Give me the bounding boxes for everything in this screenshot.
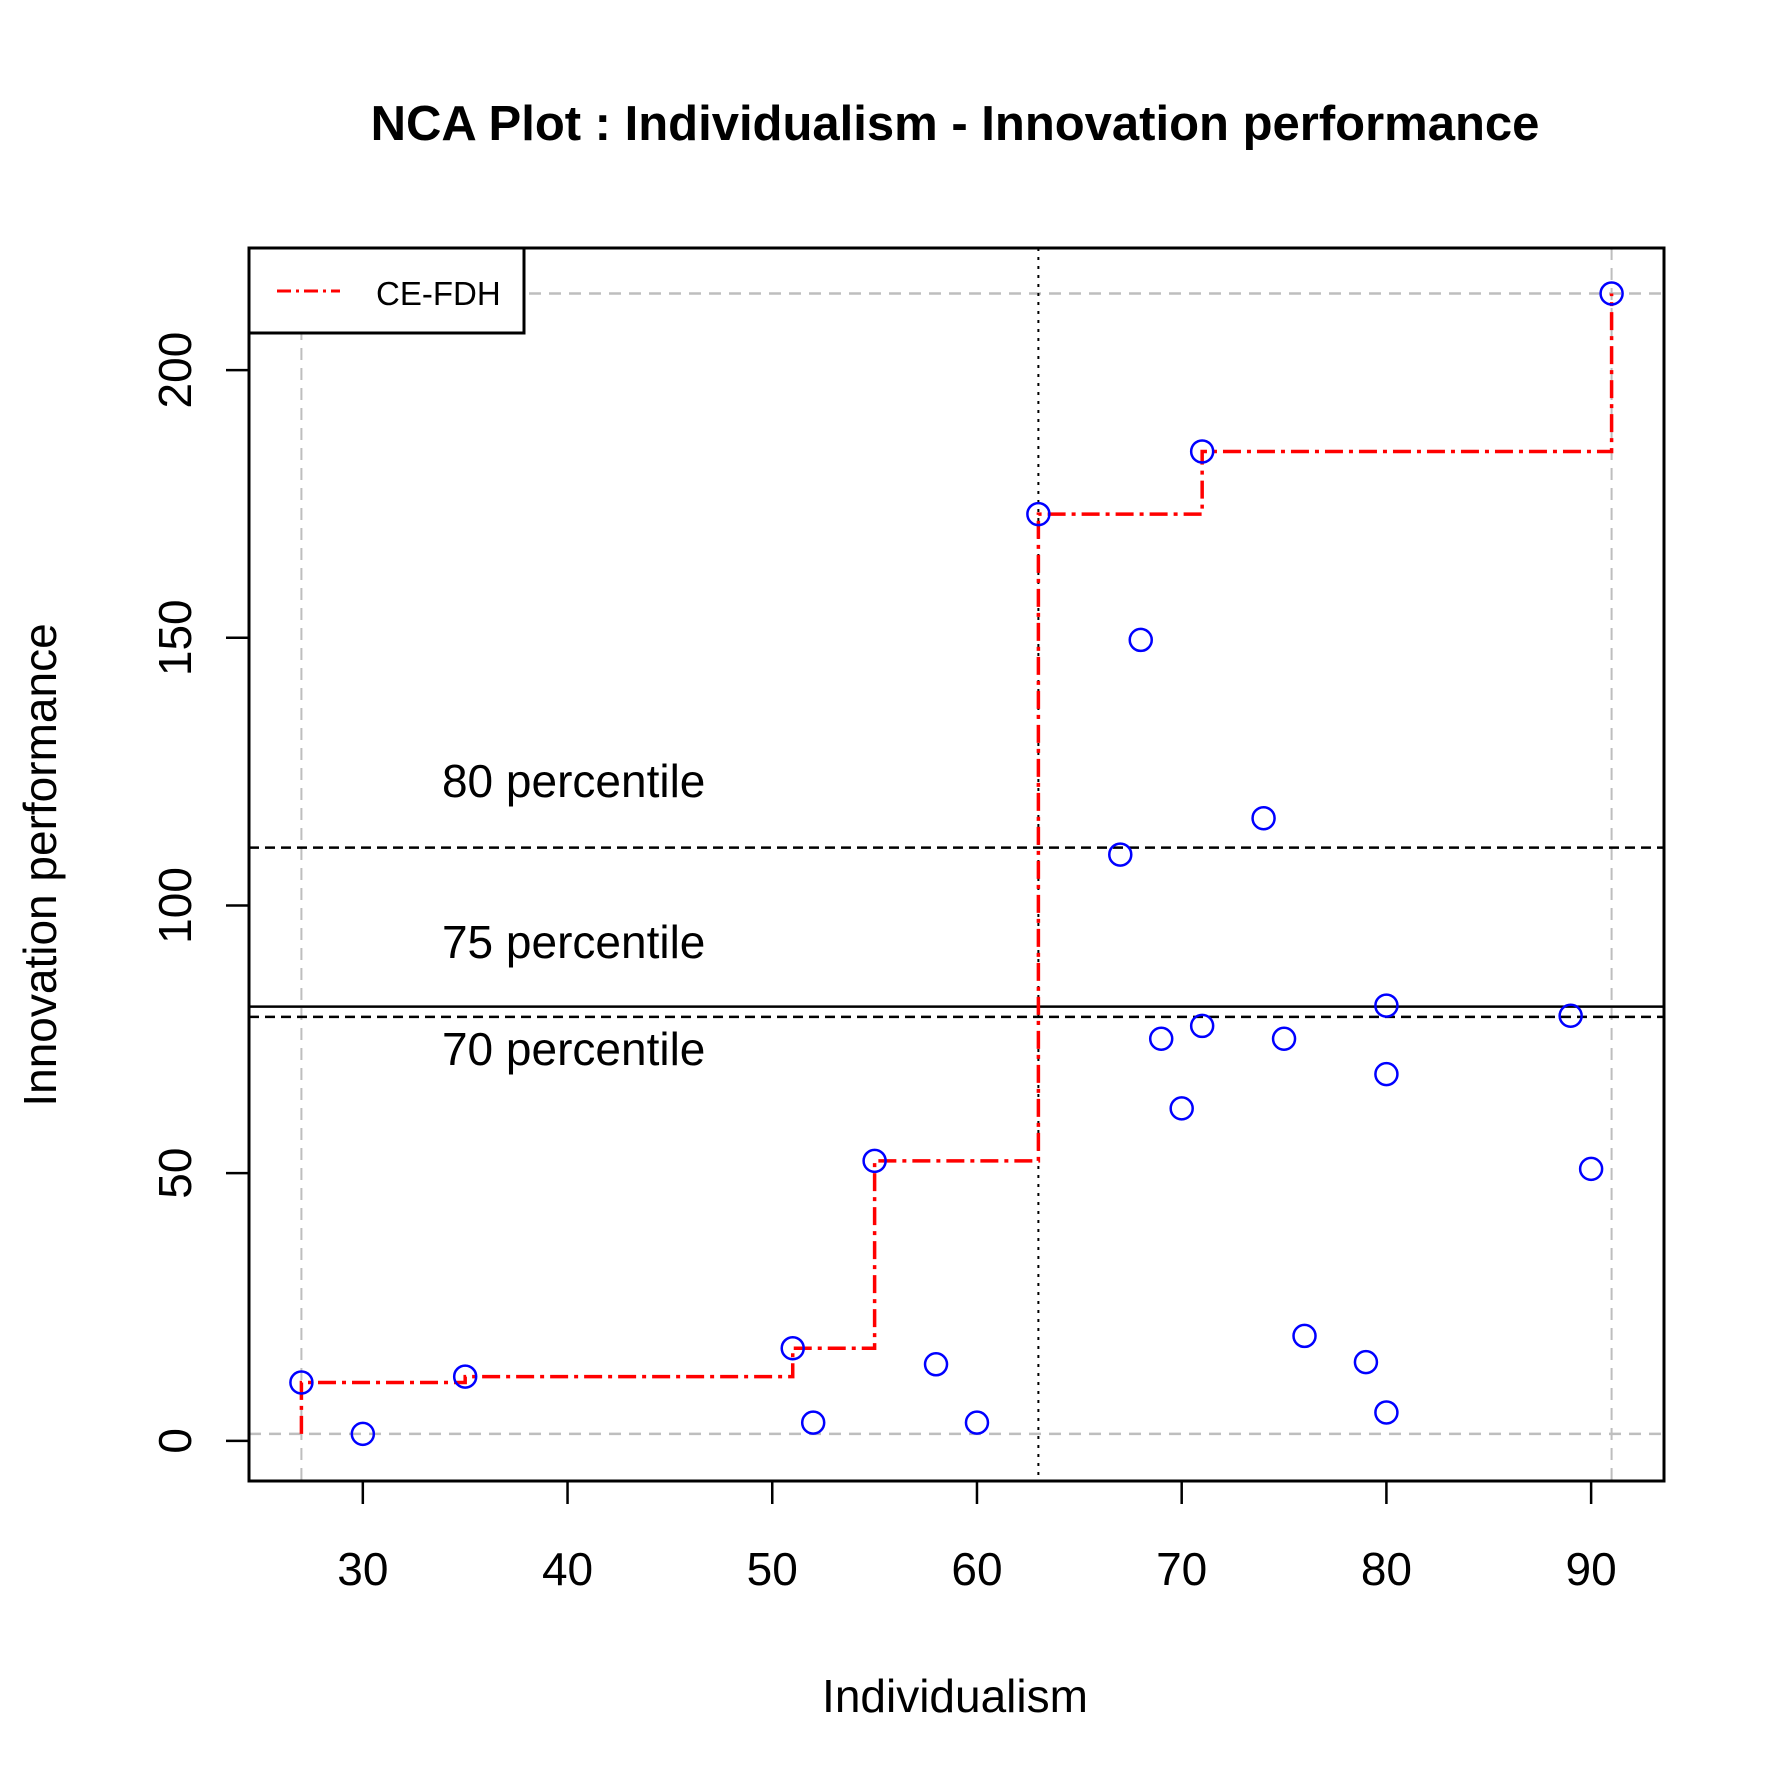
data-point <box>1128 627 1153 653</box>
y-tick-label: 200 <box>149 332 201 409</box>
data-point <box>1189 439 1215 464</box>
legend: CE-FDH <box>247 246 526 335</box>
x-axis-label: Individualism <box>822 1670 1088 1722</box>
data-point <box>1169 1096 1194 1121</box>
x-tick-label: 90 <box>1566 1543 1617 1595</box>
chart-title: NCA Plot : Individualism - Innovation pe… <box>371 97 1540 151</box>
data-point <box>1558 1003 1583 1028</box>
x-tick-label: 70 <box>1156 1543 1207 1595</box>
percentile-label: 80 percentile <box>442 755 705 807</box>
data-point <box>1374 993 1399 1018</box>
data-point <box>1271 1026 1297 1052</box>
data-point <box>289 1370 314 1395</box>
data-point <box>1148 1026 1174 1052</box>
data-point <box>1026 501 1051 527</box>
y-axis-label: Innovation performance <box>14 623 66 1106</box>
data-point <box>780 1335 805 1361</box>
data-point <box>862 1148 887 1174</box>
data-point <box>1374 1400 1399 1425</box>
percentile-label: 70 percentile <box>442 1023 705 1075</box>
data-point <box>1251 805 1276 831</box>
data-point <box>1599 281 1624 306</box>
legend-box <box>247 246 526 335</box>
data-point <box>1189 1013 1215 1039</box>
x-tick-label: 60 <box>951 1543 1002 1595</box>
x-tick-label: 30 <box>337 1543 388 1595</box>
percentile-label: 75 percentile <box>442 916 705 968</box>
y-tick-label: 0 <box>149 1428 201 1454</box>
x-tick-label: 40 <box>542 1543 593 1595</box>
data-point <box>1292 1323 1317 1349</box>
plot-frame <box>247 246 1666 1483</box>
legend-label-ce-fdh: CE-FDH <box>376 275 501 312</box>
data-point <box>964 1410 990 1435</box>
x-tick-label: 80 <box>1361 1543 1412 1595</box>
data-point <box>350 1421 376 1447</box>
y-tick-label: 50 <box>149 1148 201 1199</box>
data-point <box>800 1410 826 1435</box>
y-tick-label: 100 <box>149 867 201 944</box>
data-point <box>1374 1061 1399 1087</box>
data-point <box>1108 842 1133 867</box>
data-point <box>1353 1349 1379 1375</box>
ceiling-line-ce-fdh <box>299 293 1614 1434</box>
data-point <box>452 1364 478 1389</box>
x-tick-label: 50 <box>747 1543 798 1595</box>
data-point <box>1578 1156 1604 1182</box>
data-point <box>923 1352 949 1377</box>
y-tick-label: 150 <box>149 599 201 676</box>
